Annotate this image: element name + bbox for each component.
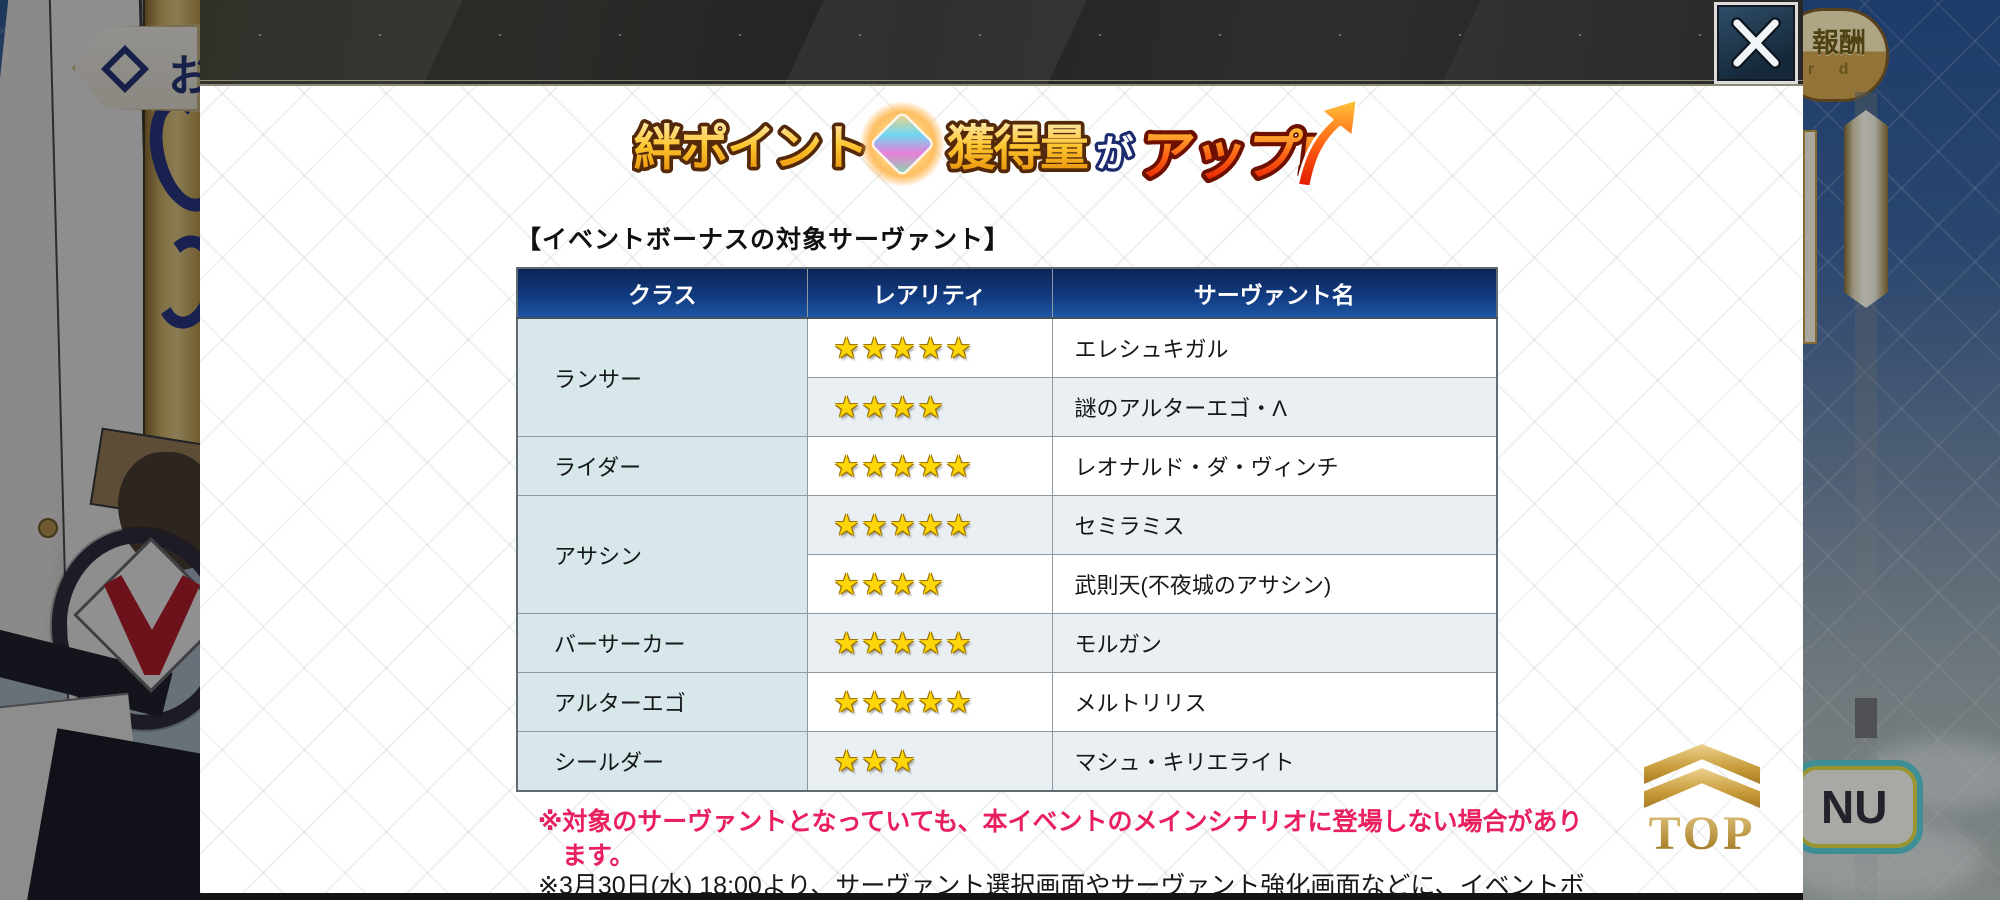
background-game-right: 報酬 r d NU — [1803, 0, 2000, 900]
top-button-label: TOP — [1632, 810, 1772, 858]
rarity-stars: ★★★ — [833, 745, 918, 778]
class-name: ライダー — [516, 436, 808, 496]
header-servant-name: サーヴァント名 — [1051, 267, 1498, 319]
servant-bonus-table: クラス レアリティ サーヴァント名 ランサー ★★★★★ エレシュキガル ★★★… — [516, 267, 1498, 792]
table-header-row: クラス レアリティ サーヴァント名 — [516, 267, 1498, 319]
servant-name: 謎のアルターエゴ・Λ — [1051, 377, 1498, 437]
rarity-stars: ★★★★★ — [833, 450, 974, 483]
servant-name: マシュ・キリエライト — [1051, 731, 1498, 792]
banner-text-up: アップ! — [1135, 125, 1320, 186]
bond-point-up-banner: 絆ポイント 獲得量 が アップ! — [632, 88, 1372, 200]
menu-button-label: NU — [1821, 781, 1888, 833]
dialog-content: 絆ポイント 獲得量 が アップ! 【イベントボーナスの対象サーヴァント】 — [200, 86, 1803, 900]
dialog-title-bar — [200, 0, 1803, 86]
header-class: クラス — [516, 267, 808, 319]
reward-button-label: 報酬 — [1812, 28, 1866, 58]
rarity-stars: ★★★★★ — [833, 627, 974, 660]
scrollbar-track-segment — [1855, 698, 1877, 738]
top-button[interactable]: TOP — [1632, 744, 1772, 868]
class-name: ランサー — [516, 317, 808, 437]
section-heading: 【イベントボーナスの対象サーヴァント】 — [516, 226, 1011, 254]
class-name: アルターエゴ — [516, 672, 808, 732]
table-row: アサシン ★★★★★ セミラミス — [516, 495, 1498, 614]
table-row: ★★★★ 謎のアルターエゴ・Λ — [517, 377, 1498, 437]
table-row: ライダー ★★★★★ レオナルド・ダ・ヴィンチ — [516, 436, 1498, 496]
banner-text-particle: が — [1096, 132, 1134, 174]
servant-name: 武則天(不夜城のアサシン) — [1051, 554, 1498, 614]
banner-text-amount: 獲得量 — [947, 121, 1088, 175]
divider — [200, 80, 1803, 81]
table-row: バーサーカー ★★★★★ モルガン — [516, 613, 1498, 673]
reward-button-subtext: r d — [1808, 61, 1859, 78]
table-row: ランサー ★★★★★ エレシュキガル — [516, 317, 1498, 437]
close-button[interactable] — [1714, 2, 1798, 84]
background-game-left: お — [0, 0, 200, 900]
dialog-bottom-edge — [200, 893, 1803, 900]
servant-name: エレシュキガル — [1051, 317, 1498, 378]
bond-gem-icon — [858, 101, 945, 187]
close-icon — [1731, 17, 1781, 69]
banner-text-bond-point: 絆ポイント — [633, 121, 866, 175]
reward-button: 報酬 r d — [1803, 8, 1889, 102]
class-name: シールダー — [516, 731, 808, 792]
dim-overlay — [1803, 0, 2000, 900]
event-dialog: 絆ポイント 獲得量 が アップ! 【イベントボーナスの対象サーヴァント】 — [200, 0, 1803, 900]
scrollbar-thumb — [1844, 110, 1888, 308]
servant-name: メルトリリス — [1051, 672, 1498, 732]
menu-button: NU — [1803, 760, 1923, 854]
table-row: アルターエゴ ★★★★★ メルトリリス — [516, 672, 1498, 732]
rarity-stars: ★★★★★ — [833, 509, 974, 542]
servant-name: セミラミス — [1051, 495, 1498, 555]
banner-edge-art — [1803, 130, 1817, 344]
class-name: バーサーカー — [516, 613, 808, 673]
coat-button-art — [38, 518, 58, 538]
rarity-stars: ★★★★ — [833, 568, 946, 601]
back-tab-label: お — [168, 52, 200, 101]
servant-name: レオナルド・ダ・ヴィンチ — [1051, 436, 1498, 496]
class-name: アサシン — [516, 495, 808, 614]
servant-name: モルガン — [1051, 613, 1498, 673]
rarity-stars: ★★★★★ — [833, 686, 974, 719]
header-rarity: レアリティ — [806, 267, 1053, 319]
dim-overlay — [0, 0, 200, 900]
warning-note-line2: ます。 — [562, 842, 635, 870]
up-arrow-icon — [1295, 97, 1359, 189]
rarity-stars: ★★★★★ — [833, 332, 974, 365]
warning-note-line1: ※対象のサーヴァントとなっていても、本イベントのメインシナリオに登場しない場合が… — [538, 808, 1583, 836]
table-row: シールダー ★★★ マシュ・キリエライト — [516, 731, 1498, 792]
table-row: ★★★★ 武則天(不夜城のアサシン) — [517, 554, 1498, 614]
rarity-stars: ★★★★ — [833, 391, 946, 424]
